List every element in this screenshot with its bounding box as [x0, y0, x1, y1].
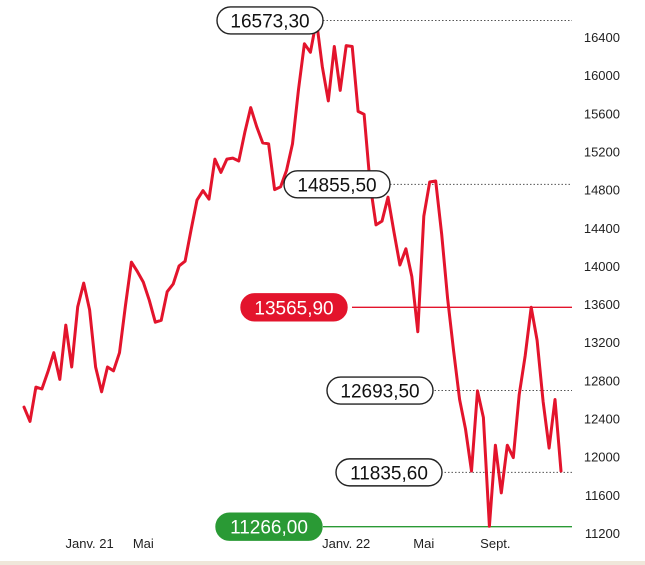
x-tick-label: Sept. [480, 536, 510, 551]
x-tick-label: Mai [413, 536, 434, 551]
x-axis: Janv. 21 Mai Janv. 22 Mai Sept. [66, 536, 511, 551]
y-tick-label: 13600 [584, 297, 620, 312]
y-tick-label: 15200 [584, 144, 620, 159]
callout-badge-level1 [326, 376, 434, 405]
y-axis: 16400 16000 15600 15200 14800 14400 14000 13600… [584, 30, 620, 541]
y-tick-label: 16000 [584, 68, 620, 83]
y-tick-label: 12800 [584, 373, 620, 388]
y-tick-label: 13200 [584, 335, 620, 350]
y-tick-label: 12400 [584, 412, 620, 427]
bottom-strip [0, 561, 645, 565]
value-callouts: 16573,30 14855,50 13565,90 12693,50 11835,60… [215, 6, 443, 541]
callout-label-peak2: 14855,50 [297, 175, 376, 196]
callout-label-min: 11266,00 [230, 518, 308, 539]
x-tick-label: Janv. 21 [66, 536, 114, 551]
y-tick-label: 11600 [585, 488, 620, 503]
callout-badge-peak2 [283, 170, 391, 199]
y-tick-label: 15600 [584, 106, 620, 121]
y-tick-label: 14000 [584, 259, 620, 274]
x-tick-label: Janv. 22 [322, 536, 370, 551]
y-tick-label: 14400 [584, 221, 620, 236]
callout-label-level1: 12693,50 [340, 382, 419, 403]
x-tick-label: Mai [133, 536, 154, 551]
price-line [22, 19, 563, 528]
y-tick-label: 16400 [584, 30, 620, 45]
callout-label-last: 11835,60 [350, 463, 428, 484]
y-tick-label: 14800 [584, 183, 620, 198]
y-tick-label: 11200 [585, 526, 620, 541]
y-tick-label: 12000 [584, 450, 620, 465]
reference-lines [323, 19, 572, 528]
callout-badge-ref [240, 293, 348, 322]
callout-badge-min [215, 512, 323, 541]
callout-label-ref: 13565,90 [254, 298, 333, 319]
callout-badge-last [335, 458, 443, 487]
callout-label-max: 16573,30 [230, 11, 309, 32]
callout-badge-max [216, 6, 324, 35]
